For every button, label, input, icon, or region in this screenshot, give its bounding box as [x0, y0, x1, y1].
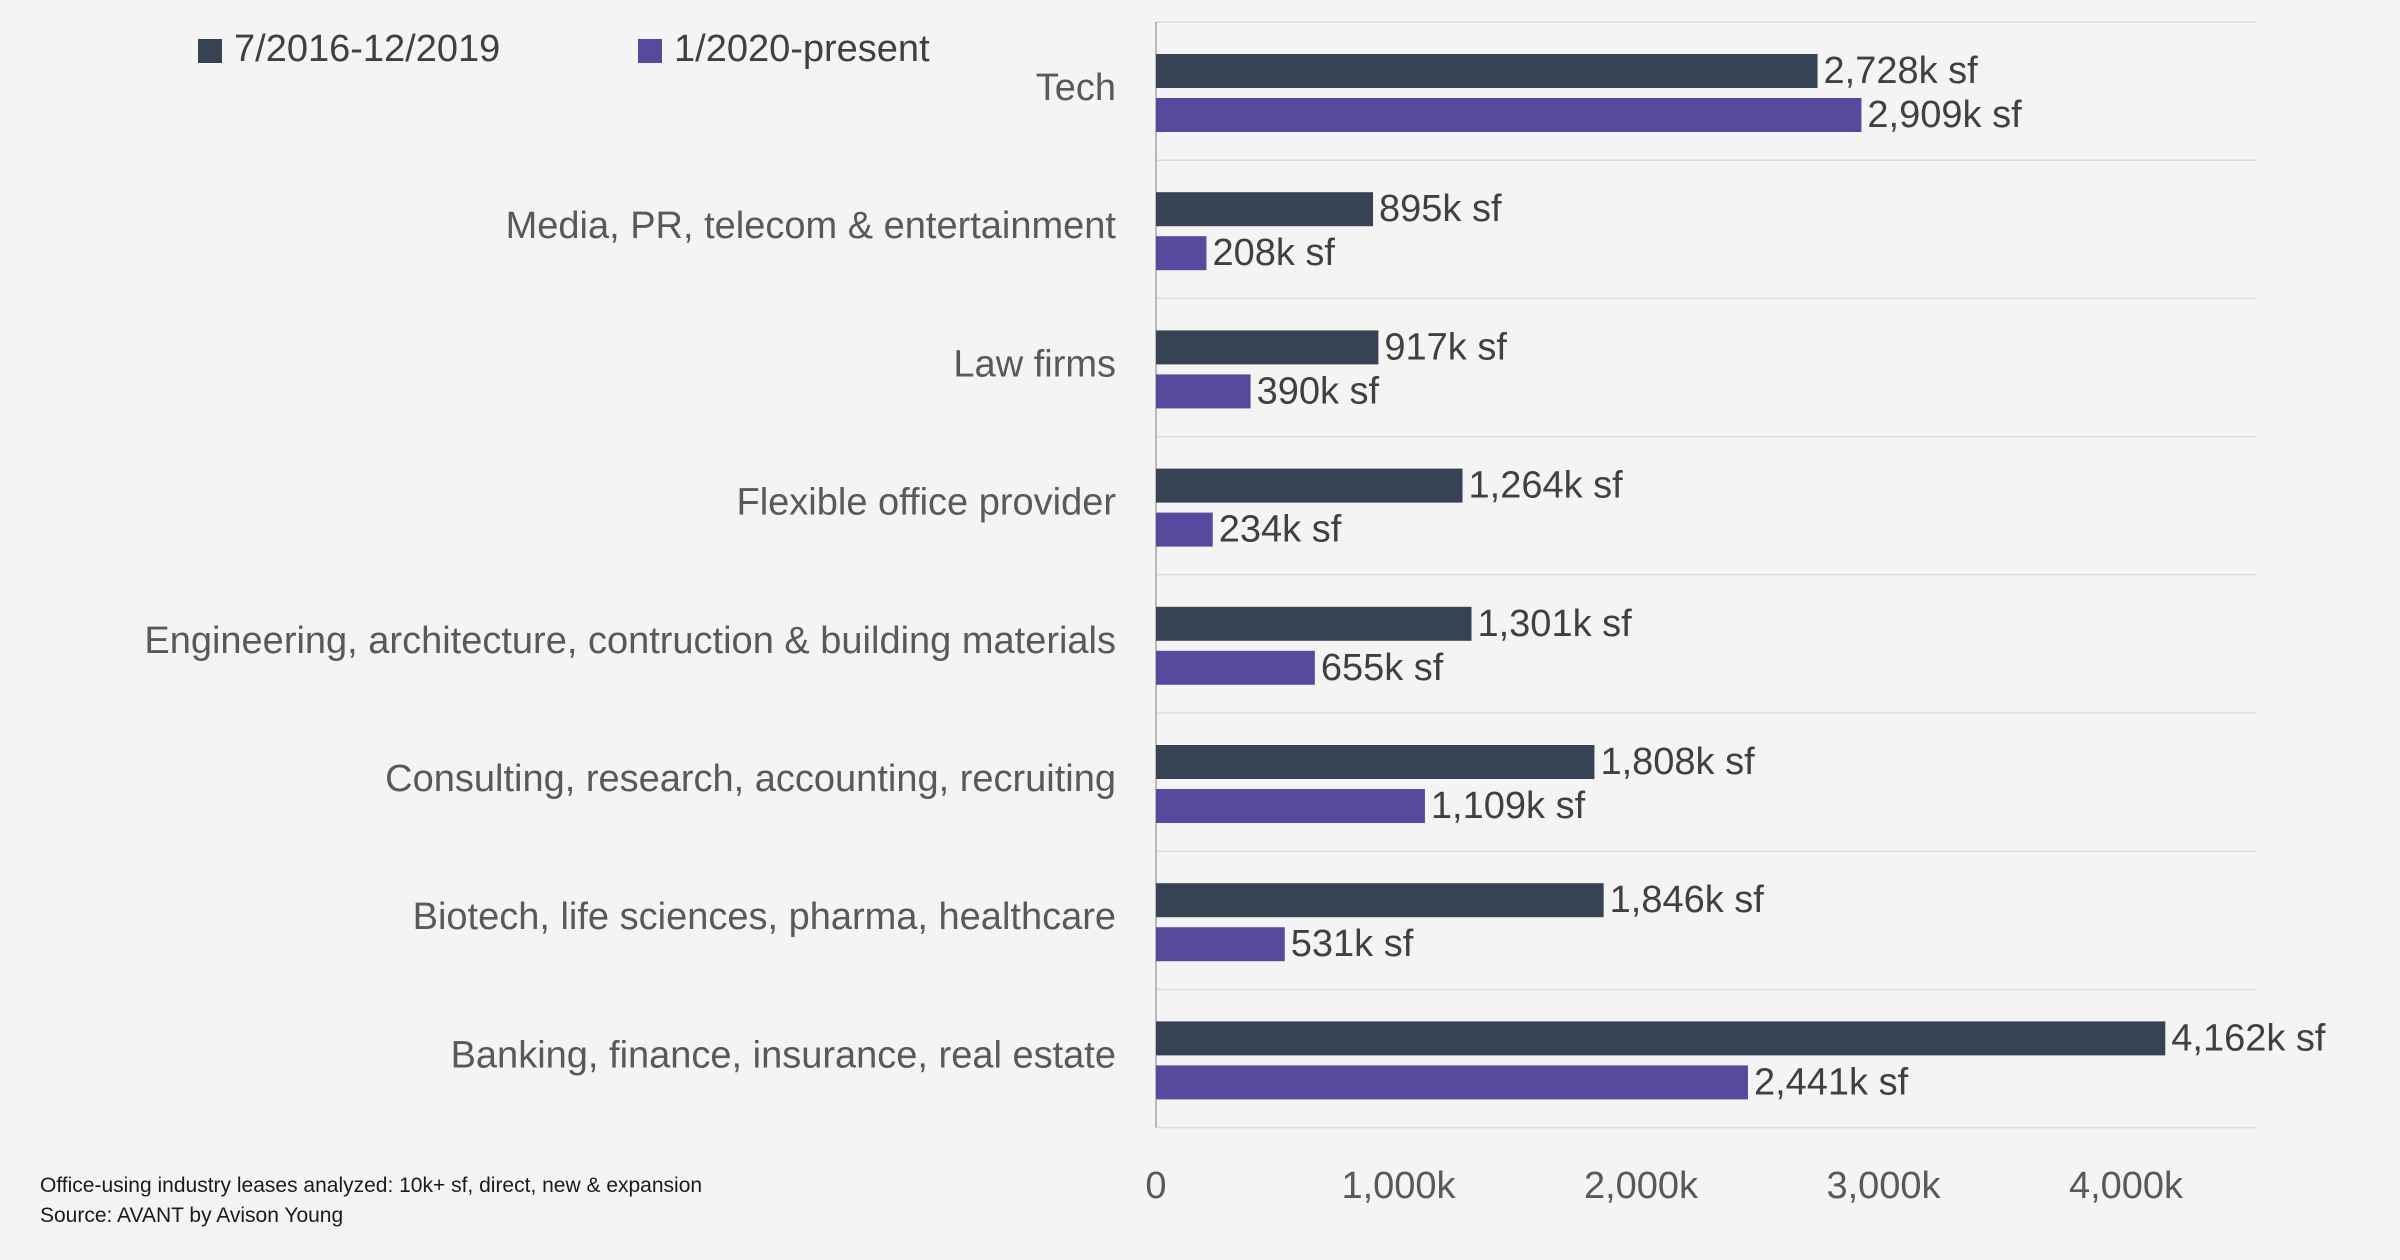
bar-series-2: [1156, 789, 1425, 823]
data-label: 1,264k sf: [1469, 465, 1624, 507]
data-label: 4,162k sf: [2171, 1017, 2326, 1059]
category-label: Tech: [1036, 67, 1116, 109]
bar-series-1: [1156, 1021, 2166, 1056]
bar-series-2: [1156, 927, 1285, 962]
bar-series-2: [1156, 650, 1315, 685]
bar-series-1: [1156, 192, 1374, 227]
category-label: Flexible office provider: [737, 482, 1117, 524]
x-tick-label: 3,000k: [1826, 1165, 1941, 1207]
bar-series-1: [1156, 745, 1595, 779]
data-label: 1,301k sf: [1477, 603, 1632, 645]
category-label: Banking, finance, insurance, real estate: [451, 1034, 1116, 1076]
x-tick-label: 2,000k: [1584, 1165, 1699, 1207]
bar-series-1: [1156, 606, 1472, 641]
legend-swatch: [198, 39, 222, 63]
x-tick-label: 1,000k: [1341, 1165, 1456, 1207]
data-label: 234k sf: [1219, 509, 1342, 551]
data-label: 1,109k sf: [1431, 785, 1586, 827]
bar-series-2: [1156, 1065, 1748, 1100]
footnote-scope: Office-using industry leases analyzed: 1…: [40, 1174, 703, 1197]
data-label: 895k sf: [1379, 188, 1502, 230]
data-label: 1,808k sf: [1600, 741, 1755, 783]
data-label: 1,846k sf: [1610, 879, 1765, 921]
data-label: 917k sf: [1384, 326, 1507, 368]
bar-series-2: [1156, 512, 1213, 547]
footnote-source: Source: AVANT by Avison Young: [40, 1204, 344, 1227]
bar-series-1: [1156, 468, 1463, 503]
bar-series-1: [1156, 883, 1604, 918]
x-tick-label: 0: [1145, 1165, 1166, 1207]
category-label: Engineering, architecture, contruction &…: [144, 620, 1116, 662]
data-label: 208k sf: [1212, 232, 1335, 274]
category-label: Law firms: [953, 343, 1116, 385]
data-label: 390k sf: [1257, 370, 1380, 412]
bar-series-1: [1156, 54, 1818, 88]
legend-swatch: [638, 39, 662, 63]
bar-series-2: [1156, 374, 1251, 409]
x-tick-label: 4,000k: [2069, 1165, 2184, 1207]
data-label: 655k sf: [1321, 647, 1444, 689]
legend-label: 7/2016-12/2019: [234, 28, 500, 70]
bar-series-2: [1156, 236, 1207, 271]
category-label: Biotech, life sciences, pharma, healthca…: [413, 896, 1116, 938]
data-label: 531k sf: [1291, 923, 1414, 965]
category-label: Consulting, research, accounting, recrui…: [385, 758, 1116, 800]
data-label: 2,909k sf: [1867, 94, 2022, 136]
category-label: Media, PR, telecom & entertainment: [506, 205, 1117, 247]
legend-label: 1/2020-present: [674, 28, 930, 70]
data-label: 2,728k sf: [1824, 50, 1979, 92]
bar-series-1: [1156, 330, 1379, 365]
data-label: 2,441k sf: [1754, 1061, 1909, 1103]
bar-series-2: [1156, 98, 1862, 132]
